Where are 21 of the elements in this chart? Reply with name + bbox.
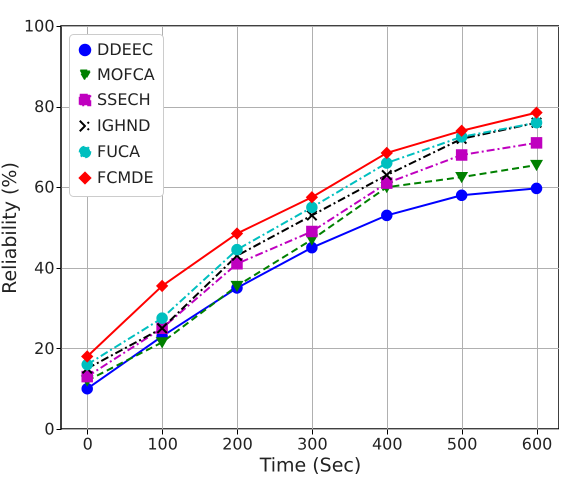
x-tick-label: 0 bbox=[82, 434, 93, 454]
legend-label: DDEEC bbox=[97, 40, 154, 59]
x-axis-title: Time (Sec) bbox=[258, 454, 362, 476]
x-tick-label: 100 bbox=[147, 434, 178, 454]
x-tick-label: 300 bbox=[297, 434, 328, 454]
y-tick-label: 100 bbox=[24, 16, 54, 36]
y-tick-label: 80 bbox=[34, 97, 54, 116]
x-tick-label: 400 bbox=[372, 434, 403, 454]
x-tick-label: 600 bbox=[522, 434, 552, 454]
y-tick-label: 60 bbox=[34, 178, 54, 197]
legend-label: FCMDE bbox=[97, 168, 154, 187]
legend-label: SSECH bbox=[97, 90, 151, 109]
legend-label: FUCA bbox=[97, 142, 140, 161]
y-tick-label: 20 bbox=[34, 338, 54, 358]
y-tick-label: 0 bbox=[44, 420, 54, 438]
x-tick-label: 500 bbox=[446, 434, 478, 454]
y-axis-title: Reliability (%) bbox=[0, 162, 21, 294]
legend-label: MOFCA bbox=[97, 65, 155, 84]
y-tick-label: 40 bbox=[34, 258, 54, 278]
legend-label: IGHND bbox=[97, 116, 150, 135]
x-tick-label: 200 bbox=[222, 434, 253, 454]
